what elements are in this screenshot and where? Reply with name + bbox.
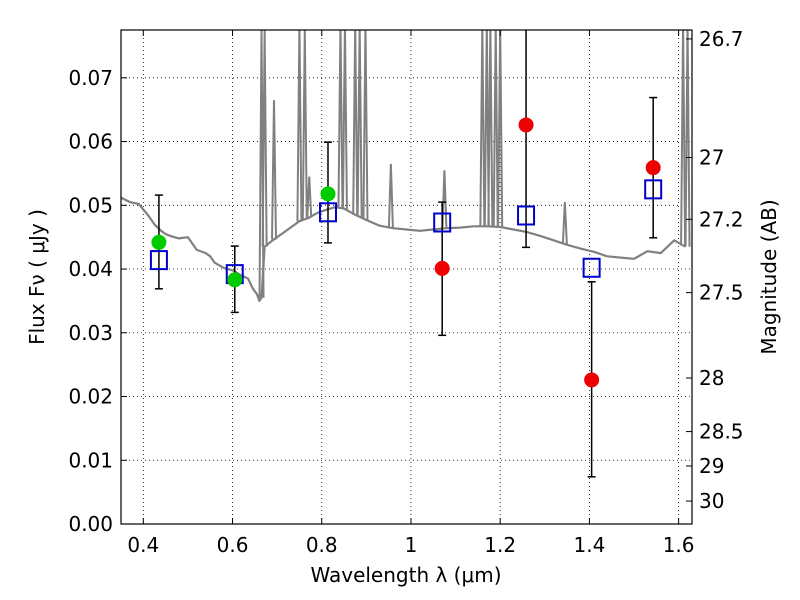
x-tick-label: 0.8 <box>306 533 338 557</box>
y-tick-label: 0.06 <box>68 130 113 154</box>
y-tick-label: 0.03 <box>68 321 113 345</box>
data-point-square <box>644 179 663 200</box>
axes: 0.4 0.6 0.8 1 1.2 1.4 1.6 0.00 0.01 0.02 0.03 0.04 0… <box>68 27 743 557</box>
spectrum-spike <box>301 30 308 220</box>
y2-tick-label: 26.7 <box>699 27 744 51</box>
spectrum-spike <box>492 30 499 227</box>
spectrum-spike <box>680 30 687 246</box>
spectrum-spike <box>306 176 313 218</box>
spectrum-spike <box>561 202 568 245</box>
x-tick-label: 1 <box>405 533 418 557</box>
spectrum-spike <box>271 100 278 240</box>
data-point-circle <box>320 186 336 202</box>
spectrum-spike <box>387 163 394 228</box>
plot-area <box>121 30 691 478</box>
spectrum-spike <box>479 30 486 227</box>
spectrum-spike <box>497 30 504 227</box>
data-point-circle <box>151 234 167 250</box>
spectrum-spike <box>487 30 494 227</box>
data-point-circle <box>434 260 450 276</box>
y2-tick-label: 28 <box>699 366 724 390</box>
data-point-circle <box>584 372 600 388</box>
spectrum-spike <box>441 170 448 229</box>
y-tick-label: 0.07 <box>68 66 113 90</box>
y2-tick-label: 30 <box>699 489 724 513</box>
plot-frame <box>120 29 693 525</box>
spectrum-spike <box>684 30 691 247</box>
spectrum-spike <box>356 30 363 217</box>
x-tick-label: 0.4 <box>127 533 159 557</box>
spectrum-spike <box>261 30 268 247</box>
plot-background <box>121 30 692 524</box>
data-point-circle <box>518 117 534 133</box>
y2-tick-label: 27.2 <box>699 207 744 231</box>
spectrum-spike <box>362 30 369 220</box>
data-point-square <box>318 202 337 223</box>
y-tick-label: 0.04 <box>68 257 113 281</box>
y-tick-label: 0.01 <box>68 448 113 472</box>
data-point-square <box>517 205 536 226</box>
y2-tick-label: 29 <box>699 454 724 478</box>
data-point-square <box>582 257 601 278</box>
x-tick-label: 1.2 <box>484 533 516 557</box>
y2-axis-label: Magnitude (AB) <box>757 199 781 354</box>
x-tick-label: 1.4 <box>573 533 605 557</box>
spectrum-spike <box>296 30 303 222</box>
y2-tick-label: 27 <box>699 145 724 169</box>
y-axis-label: Flux Fν ( μJy ) <box>25 209 49 345</box>
data-point-circle <box>227 272 243 288</box>
data-point-square <box>433 212 452 233</box>
model-spectrum-line <box>121 196 686 302</box>
x-tick-label: 0.6 <box>217 533 249 557</box>
x-tick-label: 1.6 <box>663 533 695 557</box>
spectrum-spike <box>337 30 344 208</box>
y-tick-label: 0.02 <box>68 385 113 409</box>
spectrum-spike <box>352 30 359 215</box>
y-tick-label: 0.05 <box>68 193 113 217</box>
y2-tick-label: 28.5 <box>699 420 744 444</box>
data-point-square <box>149 250 168 271</box>
y2-tick-label: 27.5 <box>699 281 744 305</box>
y-tick-label: 0.00 <box>68 512 113 536</box>
x-axis-label: Wavelength λ (μm) <box>310 563 501 587</box>
data-point-circle <box>645 160 661 176</box>
spectrum-spike <box>341 30 348 209</box>
